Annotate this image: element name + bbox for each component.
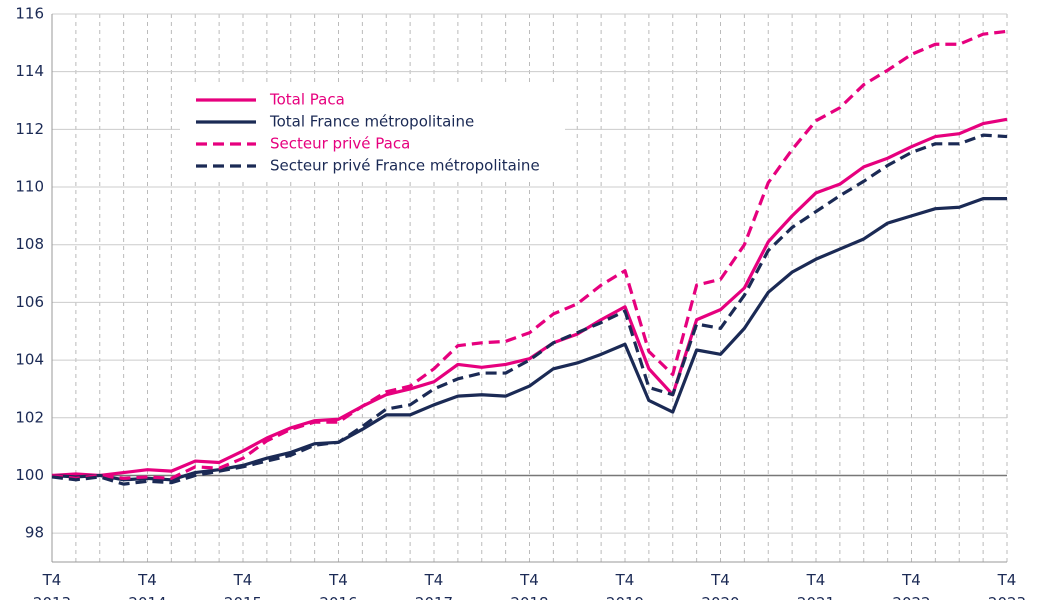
x-tick-label-line: T4 <box>42 571 62 589</box>
x-tick-label: T4 2013 <box>33 571 71 600</box>
x-tick-label-line: T4 <box>997 571 1017 589</box>
x-tick-label-line: 2020 <box>701 594 739 600</box>
x-tick-label-line: T4 <box>710 571 730 589</box>
y-tick-label: 102 <box>15 408 44 426</box>
x-tick-label-line: T4 <box>424 571 444 589</box>
x-tick-label: T4 2023 <box>988 571 1026 600</box>
x-tick-label: T4 2016 <box>319 571 357 600</box>
y-tick-label: 100 <box>15 466 44 484</box>
x-tick-label: T4 2018 <box>510 571 548 600</box>
x-tick-label-line: T4 <box>806 571 826 589</box>
x-tick-label-line: T4 <box>615 571 635 589</box>
x-tick-label-line: 2022 <box>892 594 930 600</box>
x-tick-label-line: 2016 <box>319 594 357 600</box>
y-tick-label: 116 <box>15 5 44 23</box>
x-tick-label-line: 2021 <box>797 594 835 600</box>
x-tick-label: T4 2017 <box>415 571 453 600</box>
x-tick-label-line: 2019 <box>606 594 644 600</box>
x-tick-label-line: 2023 <box>988 594 1026 600</box>
x-tick-label: T4 2014 <box>128 571 166 600</box>
x-tick-label-line: 2018 <box>510 594 548 600</box>
series-line <box>51 133 1008 486</box>
x-tick-label-line: T4 <box>519 571 539 589</box>
series-line <box>51 117 1008 478</box>
x-tick-label: T4 2015 <box>224 571 262 600</box>
y-tick-label: 114 <box>15 62 44 80</box>
x-tick-label-line: T4 <box>137 571 157 589</box>
x-tick-label: T4 2021 <box>797 571 835 600</box>
y-tick-label: 104 <box>15 351 44 369</box>
x-tick-label-line: T4 <box>328 571 348 589</box>
y-tick-label: 98 <box>25 524 44 542</box>
x-tick-label: T4 2022 <box>892 571 930 600</box>
x-tick-label-line: 2015 <box>224 594 262 600</box>
y-tick-label: 106 <box>15 293 44 311</box>
y-tick-label: 110 <box>15 178 44 196</box>
legend-label: Total France métropolitaine <box>269 113 474 131</box>
x-tick-label-line: T4 <box>233 571 253 589</box>
legend-label: Total Paca <box>269 91 345 109</box>
x-tick-label-line: 2017 <box>415 594 453 600</box>
series-line <box>51 29 1008 480</box>
legend-label: Secteur privé France métropolitaine <box>270 157 540 175</box>
x-tick-label-line: 2014 <box>128 594 166 600</box>
series-line <box>51 196 1007 482</box>
x-tick-label-line: T4 <box>901 571 921 589</box>
y-tick-label: 108 <box>15 235 44 253</box>
x-tick-label: T4 2019 <box>606 571 644 600</box>
legend-label: Secteur privé Paca <box>270 135 410 153</box>
y-tick-label: 112 <box>15 120 44 138</box>
x-tick-label-line: 2013 <box>33 594 71 600</box>
x-tick-label: T4 2020 <box>701 571 739 600</box>
